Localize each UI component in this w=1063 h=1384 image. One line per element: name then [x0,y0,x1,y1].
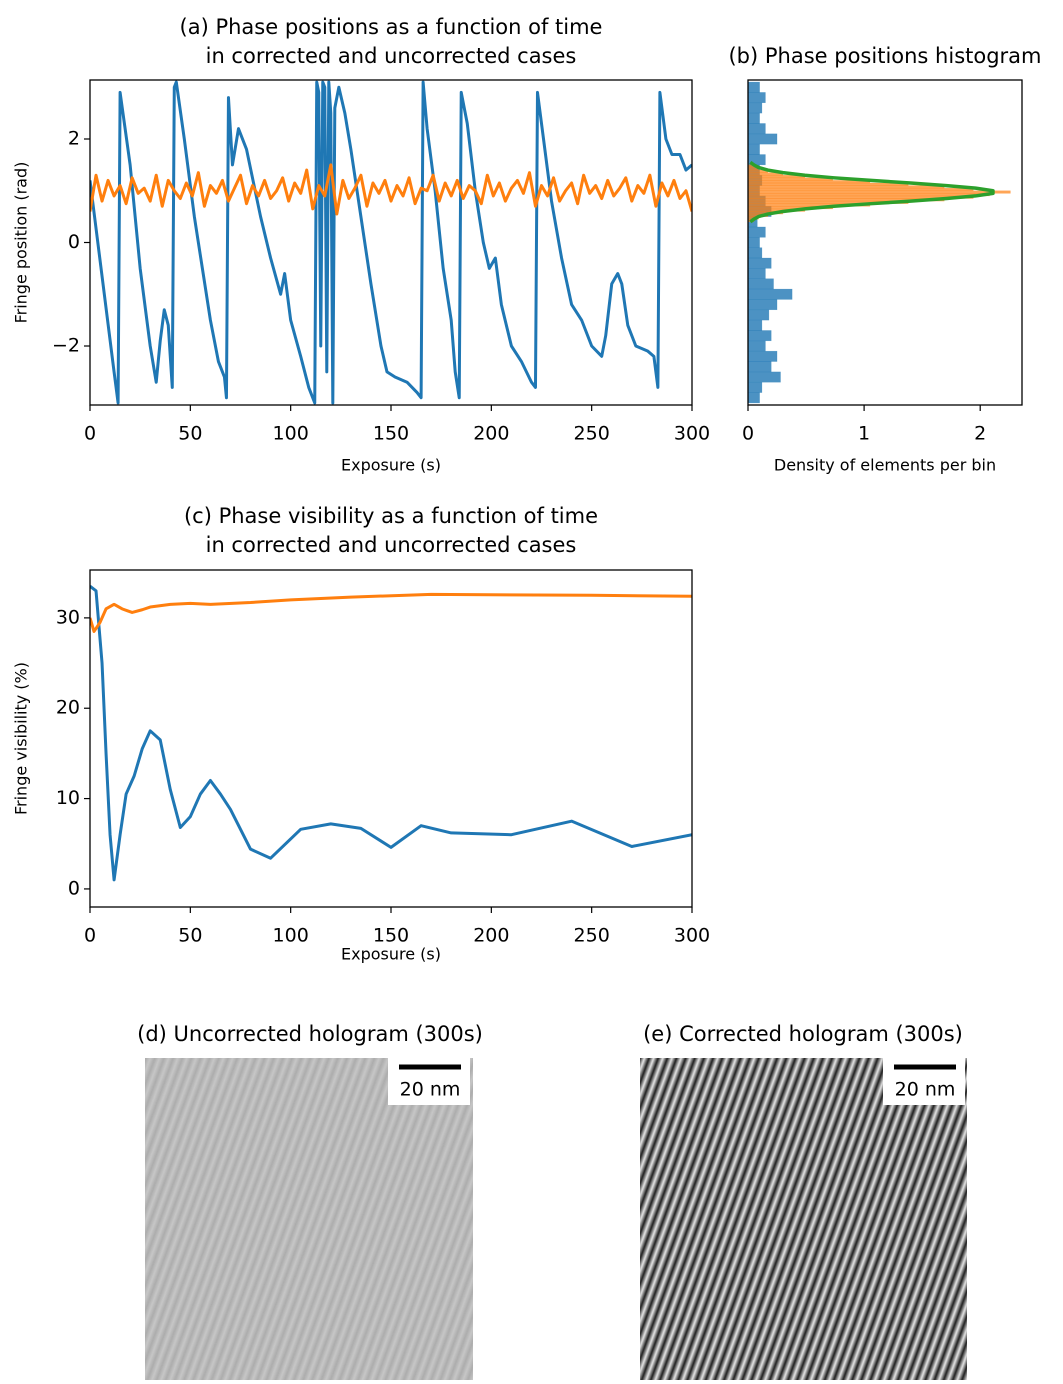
histogram-bar [748,340,766,352]
histogram-bar [748,319,763,331]
x-tick-label: 250 [574,423,610,445]
y-tick-label: 30 [56,606,80,628]
x-axis-label: Exposure (s) [341,945,441,964]
histogram-bar [748,330,772,342]
x-tick-label: 250 [574,925,610,947]
x-tick-label: 150 [373,925,409,947]
chart-title: (b) Phase positions histogram [728,44,1041,68]
histogram-bar [748,381,763,393]
line [90,80,692,405]
histogram-bar [748,278,774,290]
histogram-bar [748,92,766,104]
histogram-bar [748,182,909,186]
chart-title: (a) Phase positions as a function of tim… [180,15,603,39]
x-tick-label: 300 [674,423,710,445]
x-tick-label: 2 [974,423,986,445]
histogram-bar [748,187,974,191]
x-tick-label: 200 [473,925,509,947]
y-tick-label: 2 [68,127,80,149]
histogram-bar [748,361,772,373]
histogram-bar [748,133,778,145]
x-axis-label: Density of elements per bin [774,456,996,475]
histogram-bar [748,190,1011,194]
y-tick-label: 0 [68,877,80,899]
hologram-image [640,1058,967,1380]
x-tick-label: 0 [742,423,754,445]
histogram-bar [748,247,763,259]
fit-curve [749,160,995,224]
histogram-bar [748,257,772,269]
axes-frame [89,569,693,908]
histogram-bar [748,350,778,362]
histogram-bar [748,123,766,135]
line [90,585,692,882]
axes-frame [747,79,1023,406]
chart-title: (c) Phase visibility as a function of ti… [184,504,598,528]
chart-title: in corrected and uncorrected cases [206,533,577,557]
histogram-bar [748,81,760,93]
y-axis-label: Fringe position (rad) [12,162,31,324]
y-tick-label: 10 [56,787,80,809]
x-tick-label: 300 [674,925,710,947]
x-tick-label: 1 [858,423,870,445]
histogram-bar [748,143,760,155]
plot-area [90,585,692,882]
x-tick-label: 0 [84,423,96,445]
axes-frame [89,79,693,406]
x-axis-label: Exposure (s) [341,456,441,475]
plot-area [748,81,1011,404]
histogram-bar [748,288,793,300]
y-tick-label: 0 [68,231,80,253]
x-tick-label: 50 [178,423,202,445]
histogram-bar [748,237,760,248]
image-title: (d) Uncorrected hologram (300s) [137,1022,483,1046]
x-tick-label: 200 [473,423,509,445]
y-tick-label: 20 [56,697,80,719]
x-tick-label: 100 [273,423,309,445]
histogram-bar [748,299,778,311]
histogram-bar [748,226,766,238]
scale-bar-label: 20 nm [895,1079,956,1101]
image-title: (e) Corrected hologram (300s) [643,1022,963,1046]
histogram-bar [748,309,770,321]
scale-bar-label: 20 nm [400,1079,461,1101]
x-tick-label: 150 [373,423,409,445]
hologram-image [145,1058,473,1380]
histogram-bar [748,268,766,279]
x-tick-label: 0 [84,925,96,947]
histogram-bar [748,193,990,197]
histogram-bar [748,371,781,383]
chart-title: in corrected and uncorrected cases [206,44,577,68]
y-axis-label: Fringe visibility (%) [12,662,31,815]
line [90,163,692,216]
x-tick-label: 50 [178,925,202,947]
histogram-bar [748,112,760,124]
y-tick-label: −2 [52,335,80,357]
histogram-bar [748,185,945,189]
histogram-bar [748,102,763,114]
x-tick-label: 100 [273,925,309,947]
line [90,592,692,633]
plot-area [90,80,692,405]
histogram-bar [748,392,760,404]
